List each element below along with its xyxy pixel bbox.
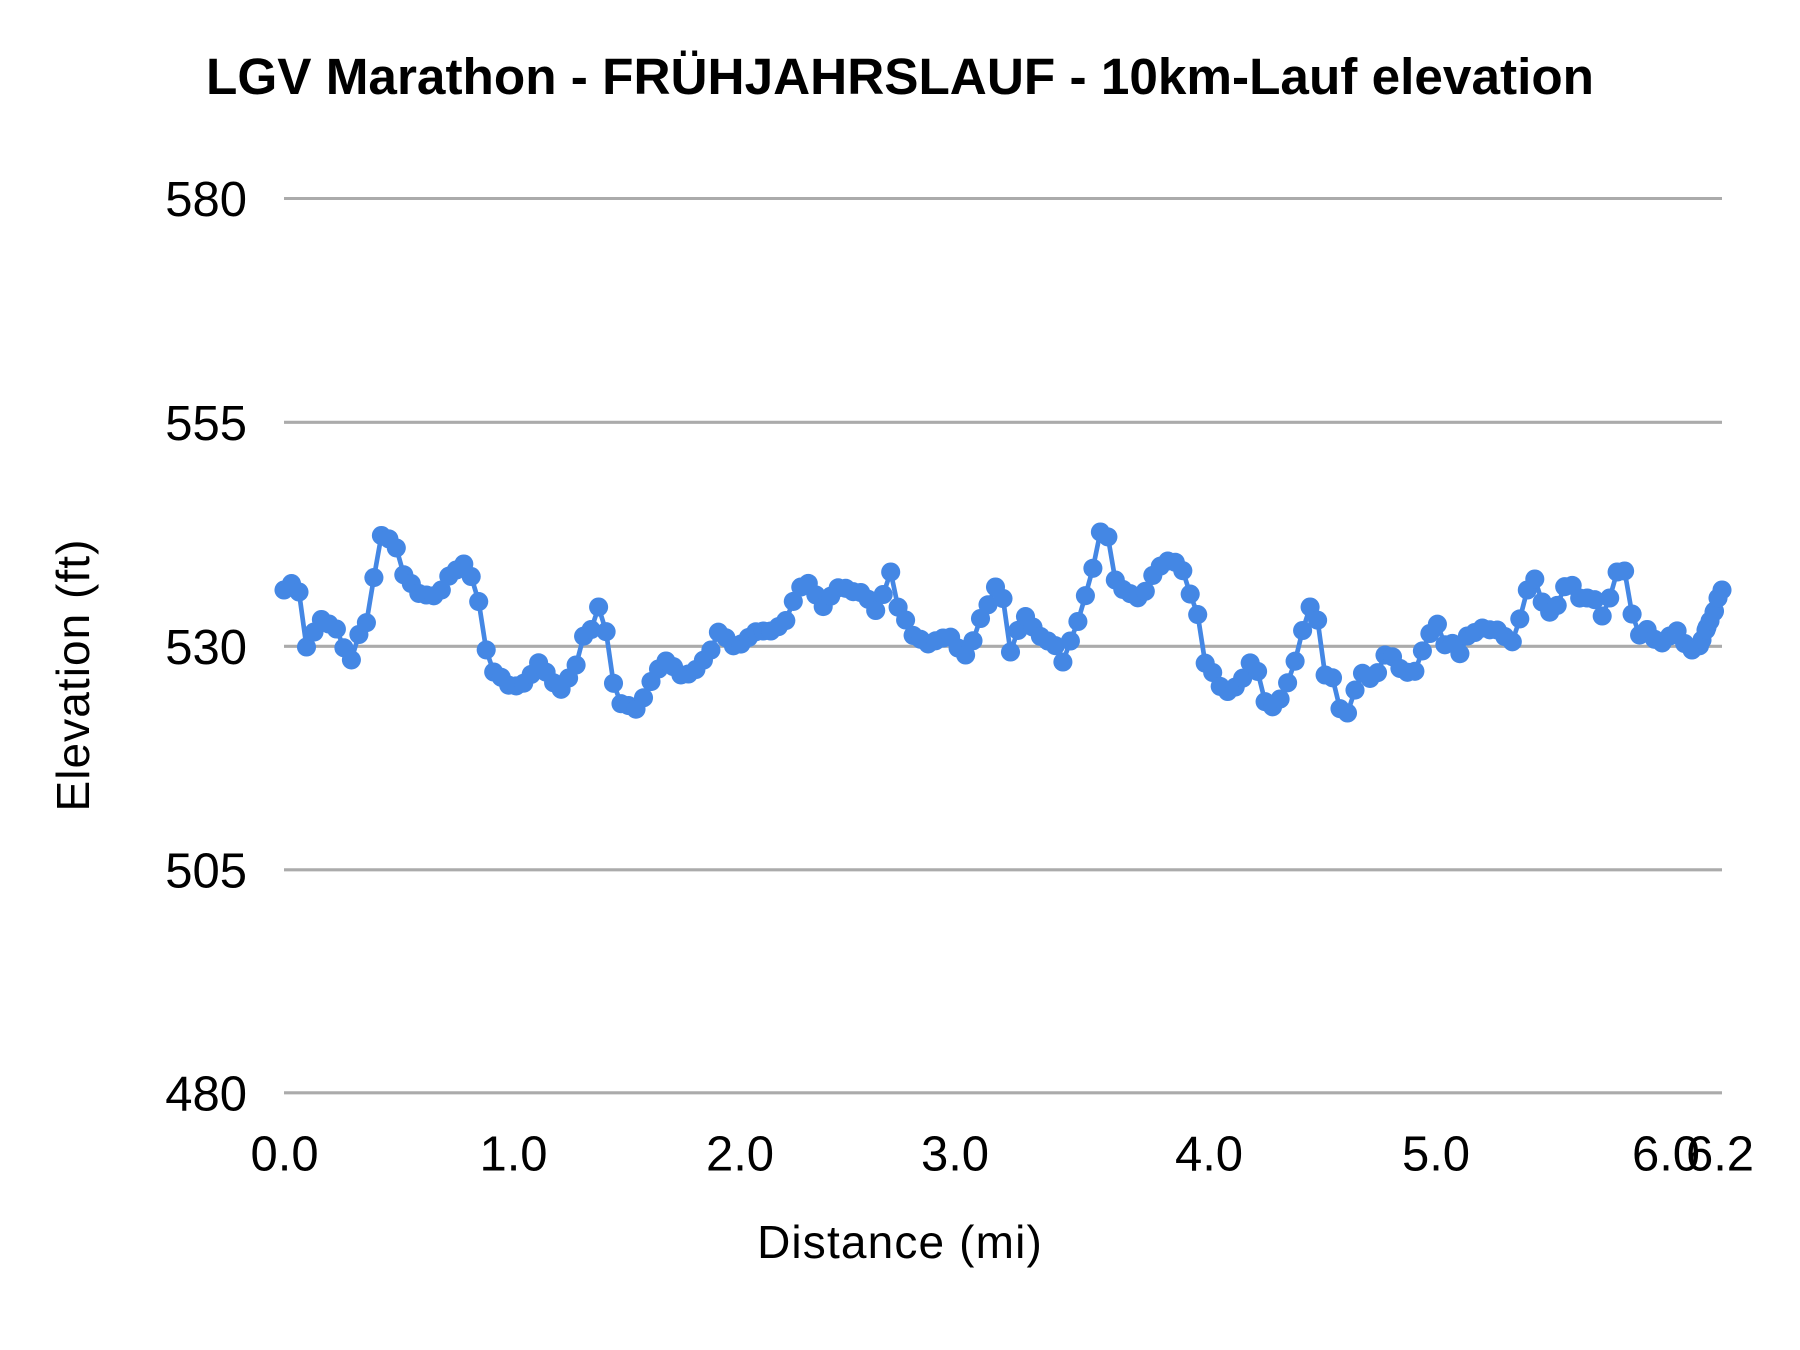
svg-text:505: 505 xyxy=(165,844,247,898)
svg-text:480: 480 xyxy=(165,1067,247,1121)
svg-text:1.0: 1.0 xyxy=(479,1128,547,1182)
svg-text:6.2: 6.2 xyxy=(1686,1128,1754,1182)
svg-text:2.0: 2.0 xyxy=(706,1128,774,1182)
svg-text:Distance (mi): Distance (mi) xyxy=(757,1216,1043,1268)
svg-text:580: 580 xyxy=(165,173,247,227)
svg-text:6.0: 6.0 xyxy=(1632,1128,1700,1182)
svg-text:530: 530 xyxy=(165,621,247,675)
svg-text:Elevation (ft): Elevation (ft) xyxy=(47,539,99,812)
svg-text:4.0: 4.0 xyxy=(1175,1128,1243,1182)
svg-text:3.0: 3.0 xyxy=(921,1128,989,1182)
svg-text:0.0: 0.0 xyxy=(251,1128,319,1182)
svg-text:555: 555 xyxy=(165,397,247,451)
svg-text:5.0: 5.0 xyxy=(1402,1128,1470,1182)
svg-text:LGV Marathon - FRÜHJAHRSLAUF -: LGV Marathon - FRÜHJAHRSLAUF - 10km-Lauf… xyxy=(206,48,1594,105)
